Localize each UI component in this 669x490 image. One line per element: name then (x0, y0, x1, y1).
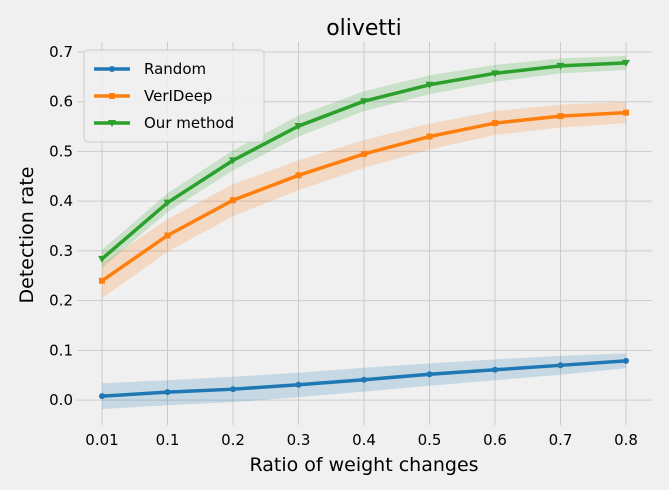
chart-title: olivetti (326, 16, 402, 41)
y-tick-label: 0.4 (49, 192, 73, 210)
x-tick-label: 0.4 (352, 431, 376, 449)
point-random (295, 381, 302, 388)
y-tick-label: 0.3 (49, 242, 73, 260)
point-verideep (164, 232, 171, 239)
x-tick-label: 0.6 (483, 431, 507, 449)
x-tick-label: 0.01 (85, 431, 118, 449)
point-random (230, 386, 236, 393)
point-random (99, 393, 105, 400)
legend-box (83, 49, 265, 143)
point-verideep (361, 150, 367, 157)
point-our-method (98, 255, 106, 263)
y-tick-label: 0.5 (49, 142, 73, 160)
legend-label-our-method: Our method (144, 114, 234, 132)
point-random (623, 357, 629, 364)
y-axis-label: Detection rate (16, 167, 38, 304)
point-verideep (623, 109, 629, 116)
band-verideep (102, 101, 626, 299)
legend: Random VerIDeep Our method (83, 49, 265, 143)
point-random (557, 362, 564, 369)
point-verideep (99, 277, 105, 284)
tick-labels: 0.01 0.1 0.2 0.3 0.4 0.5 0.6 0.7 0.8 0.0 0.1 0.2 0.3… (49, 43, 638, 449)
point-our-method (622, 59, 630, 67)
legend-label-random: Random (144, 60, 206, 78)
point-random (164, 389, 171, 396)
point-our-method (163, 199, 172, 207)
y-tick-label: 0.6 (49, 93, 73, 111)
legend-label-verideep: VerIDeep (144, 87, 212, 105)
series-markers (98, 59, 630, 400)
legend-marker-verideep (109, 93, 115, 99)
point-our-method (294, 123, 303, 131)
point-random (492, 366, 498, 373)
point-verideep (295, 172, 302, 179)
x-tick-label: 0.8 (614, 431, 638, 449)
point-verideep (557, 113, 564, 120)
point-our-method (425, 81, 434, 89)
point-verideep (492, 120, 498, 127)
point-our-method (229, 157, 237, 165)
point-our-method (556, 62, 565, 70)
y-tick-label: 0.0 (49, 391, 73, 409)
y-tick-label: 0.2 (49, 292, 73, 310)
x-tick-label: 0.3 (287, 431, 311, 449)
x-tick-label: 0.5 (418, 431, 442, 449)
point-random (426, 371, 433, 378)
point-random (361, 376, 367, 383)
point-our-method (491, 70, 499, 78)
point-verideep (426, 133, 433, 140)
x-tick-label: 0.2 (221, 431, 245, 449)
legend-marker-random (109, 66, 115, 72)
y-tick-label: 0.1 (49, 341, 73, 359)
x-tick-label: 0.7 (549, 431, 573, 449)
y-tick-label: 0.7 (49, 43, 73, 61)
x-tick-label: 0.1 (156, 431, 180, 449)
x-axis-label: Ratio of weight changes (249, 454, 478, 476)
point-our-method (360, 98, 368, 106)
legend-marker-our-method (108, 120, 116, 127)
point-verideep (230, 197, 236, 204)
